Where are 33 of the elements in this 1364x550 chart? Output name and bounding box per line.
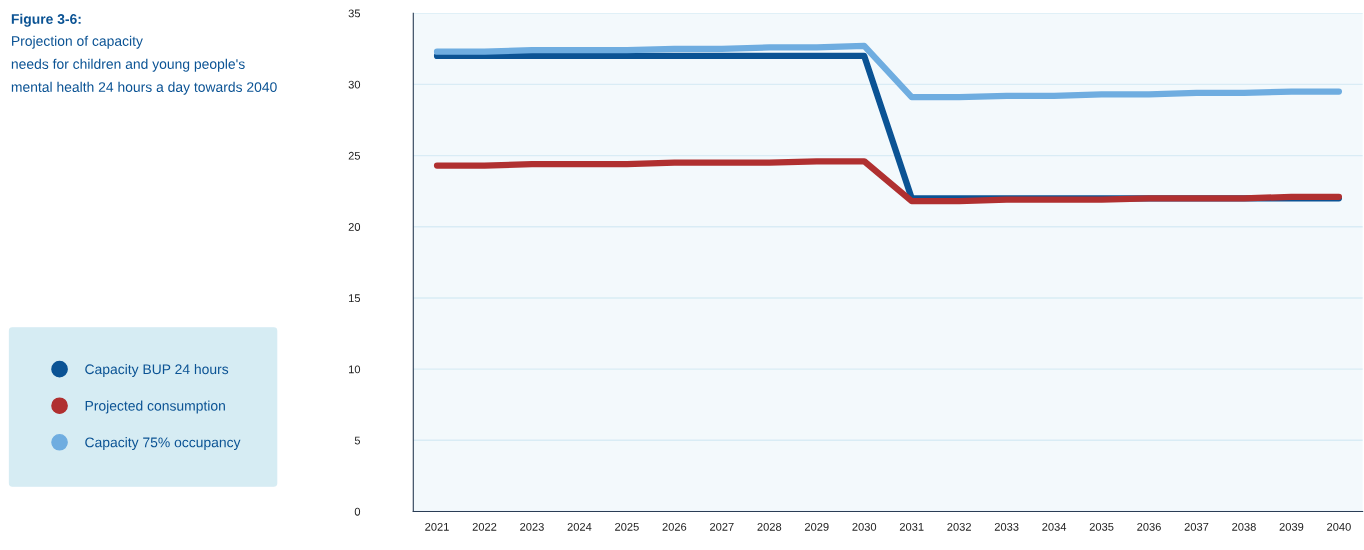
legend-label: Projected consumption	[85, 400, 225, 414]
y-tick-label: 30	[348, 80, 361, 89]
x-tick-label: 2033	[994, 522, 1019, 531]
x-tick-label: 2029	[804, 522, 829, 531]
x-tick-label: 2039	[1279, 522, 1304, 531]
x-tick-label: 2036	[1137, 522, 1161, 531]
x-tick-label: 2026	[662, 522, 687, 531]
x-tick-label: 2023	[520, 522, 544, 531]
y-tick-label: 10	[349, 365, 361, 374]
y-tick-label: 15	[349, 294, 361, 303]
y-tick-label: 35	[348, 9, 361, 18]
x-tick-label: 2031	[899, 522, 924, 531]
x-tick-label: 2035	[1089, 522, 1114, 531]
y-tick-label: 5	[354, 436, 361, 445]
x-tick-label: 2032	[947, 522, 971, 531]
x-tick-label: 2021	[425, 522, 449, 531]
text: Projection of capacity needs for children and young people's mental health 24 hours a day towards 2040	[11, 35, 277, 95]
x-tick-label: 2024	[567, 522, 592, 531]
x-tick-label: 2034	[1042, 522, 1067, 531]
x-tick-label: 2037	[1184, 522, 1209, 531]
y-tick-label: 0	[354, 507, 361, 516]
legend-label: Capacity 75% occupancy	[85, 437, 241, 451]
x-tick-label: 2030	[852, 522, 877, 531]
y-tick-label: 25	[348, 151, 361, 160]
x-tick-label: 2040	[1327, 522, 1351, 531]
legend-label: Capacity BUP 24 hours	[85, 363, 229, 377]
x-tick-label: 2022	[472, 522, 497, 531]
y-tick-label: 20	[348, 223, 361, 231]
x-tick-label: 2027	[710, 522, 734, 531]
text: Figure 3-6:	[11, 13, 81, 27]
x-tick-label: 2038	[1232, 522, 1256, 531]
x-tick-label: 2028	[757, 522, 782, 531]
x-tick-label: 2025	[615, 522, 639, 531]
